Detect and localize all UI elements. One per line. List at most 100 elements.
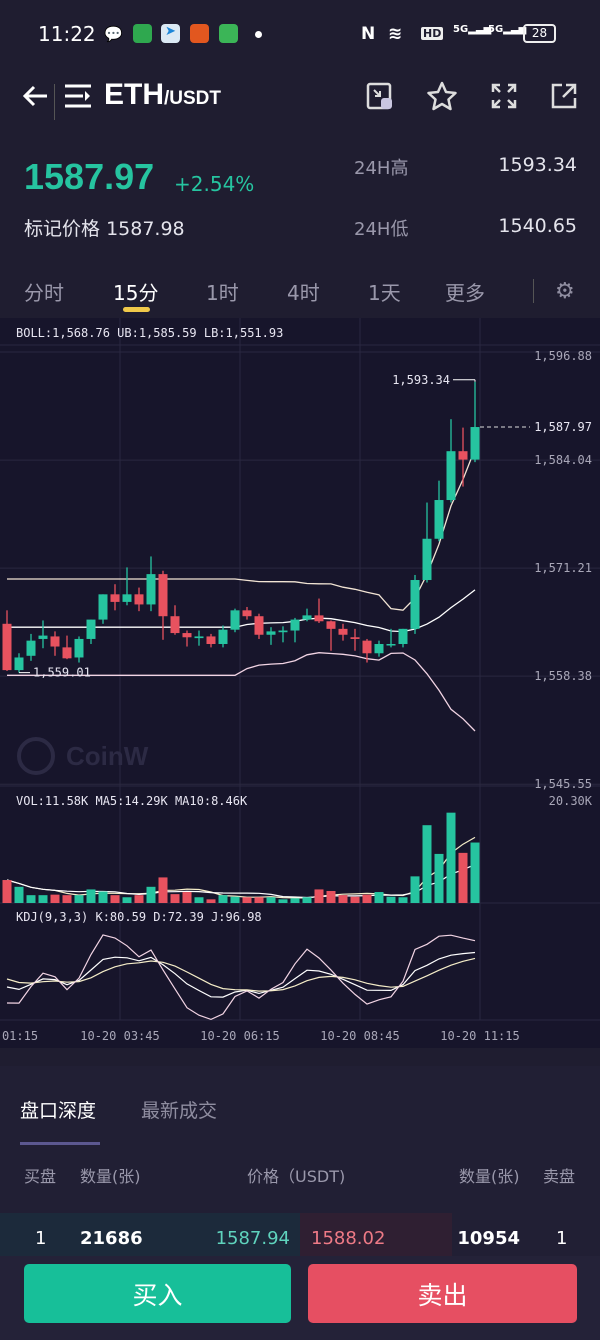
volume-axis-max: 20.30K [549, 794, 593, 808]
boll-lower-line [7, 652, 476, 732]
volume-bar [26, 895, 36, 903]
candle-body [74, 638, 84, 658]
volume-bar [230, 896, 240, 903]
candle-body [410, 580, 420, 629]
last-price-marker: 1,587.97 [534, 420, 592, 434]
time-tick-label: 10-20 03:45 [80, 1029, 159, 1043]
tab-15m[interactable]: 15分 [113, 281, 159, 305]
signal-icon-2: 5G▂▃▅ [488, 24, 527, 35]
tab-1d[interactable]: 1天 [368, 281, 401, 305]
candle-body [326, 621, 336, 629]
buy-button[interactable]: 买入 [24, 1264, 291, 1323]
base-symbol: ETH [104, 78, 164, 111]
pair-title[interactable]: ETH/USDT [104, 78, 221, 112]
volume-bar [170, 894, 180, 903]
volume-bar [2, 880, 12, 903]
high-24h-label: 24H高 [354, 158, 409, 179]
candle-body [194, 636, 204, 639]
ask-header: 卖盘 [543, 1167, 576, 1186]
kline-chart-svg[interactable]: BOLL:1,568.76 UB:1,585.59 LB:1,551.93 VO… [0, 318, 600, 1048]
signal-label: 5G [453, 24, 469, 35]
status-time: 11:22 [38, 22, 96, 46]
candle-body [362, 640, 372, 654]
candle-body [14, 657, 24, 671]
bid-depth-bar [0, 1213, 300, 1263]
mark-price-value: 1587.98 [106, 218, 185, 240]
tab-more[interactable]: 更多 [445, 281, 485, 305]
hd-icon: HD [421, 27, 444, 40]
bid-qty-header: 数量(张) [80, 1167, 141, 1186]
price-tick-label: 1,558.38 [534, 669, 592, 683]
candle-body [242, 610, 252, 617]
volume-bar [110, 895, 120, 903]
candle-body [374, 644, 384, 654]
active-tab-indicator [123, 307, 150, 312]
volume-bar [50, 894, 60, 903]
share-icon[interactable] [548, 80, 580, 112]
status-bar: 11:22 💬 ➤ N ≋ HD 5G▂▃▅ 5G▂▃▅ 28 [0, 0, 600, 68]
volume-bar [314, 889, 324, 903]
menu-icon[interactable] [62, 80, 94, 112]
kline-chart[interactable]: BOLL:1,568.76 UB:1,585.59 LB:1,551.93 VO… [0, 318, 600, 1048]
kdj-j-line [6, 934, 476, 1021]
candle-body [26, 640, 36, 656]
high-24h-value: 1593.34 [498, 154, 577, 176]
quote-symbol: /USDT [164, 88, 221, 109]
tab-timeline[interactable]: 分时 [24, 281, 64, 305]
settings-gear-icon[interactable]: ⚙ [555, 279, 575, 304]
ask-qty: 10954 [457, 1228, 520, 1249]
candle-body [458, 451, 468, 460]
coinw-watermark: CoinW [66, 741, 149, 771]
candle-body [386, 644, 396, 646]
volume-bar [266, 897, 276, 903]
candle-body [158, 574, 168, 617]
sell-button[interactable]: 卖出 [308, 1264, 577, 1323]
volume-bar [242, 897, 252, 903]
back-arrow-icon[interactable] [19, 80, 51, 112]
tab-1h[interactable]: 1时 [206, 281, 239, 305]
candle-body [446, 451, 456, 501]
volume-bar [338, 895, 348, 903]
picture-in-picture-icon[interactable] [364, 80, 396, 112]
volume-bar [362, 894, 372, 903]
volume-bar [146, 886, 156, 903]
orderbook-row[interactable]: 1 21686 1587.94 1588.02 10954 1 [0, 1213, 600, 1263]
candle-body [314, 615, 324, 622]
volume-bar [470, 842, 480, 903]
candle-body [50, 636, 60, 647]
signal-label-2: 5G [488, 24, 504, 35]
volume-bar [446, 812, 456, 903]
kdj-legend: KDJ(9,3,3) K:80.59 D:72.39 J:96.98 [16, 910, 262, 924]
tab-4h[interactable]: 4时 [287, 281, 320, 305]
volume-ma5-line [6, 836, 476, 899]
kdj-k-line [6, 951, 476, 998]
star-icon[interactable] [426, 80, 458, 112]
mark-price: 标记价格 1587.98 [24, 214, 185, 241]
boll-legend: BOLL:1,568.76 UB:1,585.59 LB:1,551.93 [16, 326, 283, 340]
chart-grid [0, 318, 600, 1021]
tab-depth[interactable]: 盘口深度 [20, 1100, 97, 1122]
candle-body [170, 616, 180, 634]
wechat-icon: 💬 [104, 25, 123, 43]
volume-bar [182, 892, 192, 903]
ask-price: 1588.02 [311, 1228, 386, 1249]
volume-bar [398, 897, 408, 903]
time-tick-label: 10-20 11:15 [440, 1029, 519, 1043]
price-tick-label: 1,584.04 [534, 453, 592, 467]
volume-bar [74, 895, 84, 903]
divider [533, 279, 534, 303]
candle-body [266, 631, 276, 635]
low-price-marker: 1,559.01 [33, 666, 91, 680]
candle-body [302, 615, 312, 620]
volume-bar [302, 897, 312, 903]
volume-bar [62, 895, 72, 903]
active-tab-indicator [20, 1142, 100, 1145]
boll-middle-line [7, 589, 476, 633]
time-tick-label: 01:15 [2, 1029, 38, 1043]
tab-latest-trades[interactable]: 最新成交 [141, 1100, 218, 1122]
volume-bar [218, 895, 228, 903]
volume-ma10-line [6, 863, 476, 899]
price-tick-label: 1,596.88 [534, 349, 592, 363]
fullscreen-icon[interactable] [488, 80, 520, 112]
candle-body [278, 630, 288, 633]
